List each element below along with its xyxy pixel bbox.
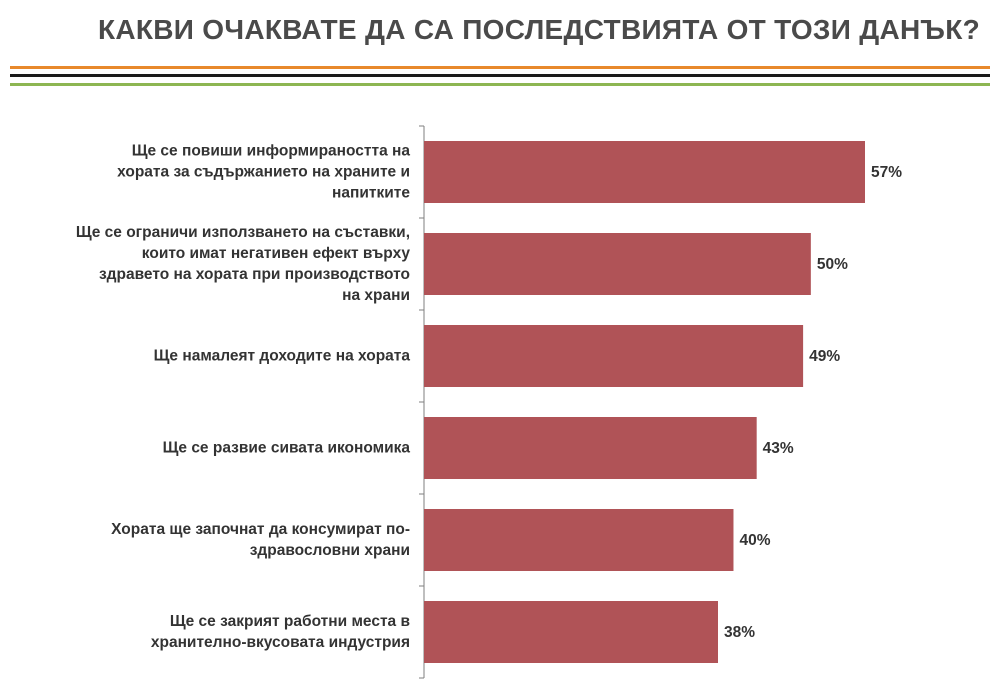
- category-label: Ще се развие сивата икономика: [163, 440, 411, 457]
- category-label: Ще се закрият работни места в хранително-…: [151, 613, 410, 651]
- bar: [424, 509, 734, 571]
- value-label: 40%: [739, 532, 770, 549]
- value-label: 50%: [817, 256, 848, 273]
- category-label: Ще се ограничи използването на съставки,…: [76, 224, 410, 304]
- divider-orange: [10, 66, 990, 69]
- divider-black: [10, 74, 990, 77]
- category-label: Ще се повиши информираността на хората за…: [117, 143, 410, 202]
- category-label: Ще намалеят доходите на хората: [154, 348, 411, 365]
- bar: [424, 233, 811, 295]
- bar: [424, 141, 865, 203]
- value-label: 49%: [809, 348, 840, 365]
- bar: [424, 601, 718, 663]
- category-label: Хората ще започнат да консумират по-здра…: [111, 521, 410, 559]
- divider-green: [10, 83, 990, 86]
- bar: [424, 417, 757, 479]
- value-label: 43%: [763, 440, 794, 457]
- bar: [424, 325, 804, 387]
- page-title: КАКВИ ОЧАКВАТЕ ДА СА ПОСЛЕДСТВИЯТА ОТ ТО…: [97, 14, 980, 45]
- value-label: 57%: [871, 164, 902, 181]
- value-label: 38%: [724, 624, 755, 641]
